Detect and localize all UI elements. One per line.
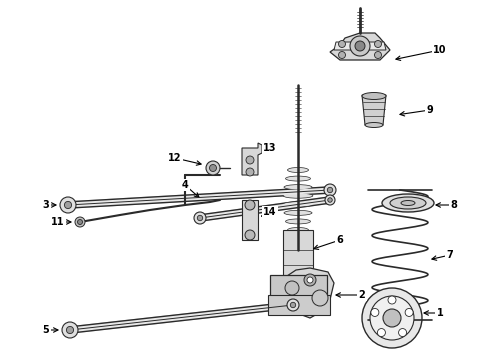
Text: 1: 1 — [437, 308, 443, 318]
Text: 11: 11 — [51, 217, 65, 227]
Circle shape — [374, 51, 382, 58]
Text: 9: 9 — [427, 105, 433, 115]
Polygon shape — [284, 268, 334, 318]
Circle shape — [398, 329, 407, 337]
Polygon shape — [270, 275, 327, 300]
Circle shape — [67, 327, 74, 334]
Circle shape — [304, 274, 316, 286]
Circle shape — [325, 195, 335, 205]
Circle shape — [388, 296, 396, 304]
Circle shape — [245, 230, 255, 240]
Circle shape — [328, 198, 332, 202]
Polygon shape — [242, 143, 262, 175]
Circle shape — [285, 281, 299, 295]
Circle shape — [60, 197, 76, 213]
Text: 2: 2 — [359, 290, 366, 300]
Circle shape — [377, 329, 386, 337]
Circle shape — [197, 215, 203, 221]
Circle shape — [371, 309, 379, 316]
Ellipse shape — [286, 176, 311, 181]
Text: 13: 13 — [263, 143, 277, 153]
Ellipse shape — [365, 122, 383, 127]
Circle shape — [339, 51, 345, 58]
Text: 5: 5 — [43, 325, 49, 335]
Ellipse shape — [288, 167, 309, 172]
Ellipse shape — [286, 219, 311, 224]
Circle shape — [210, 165, 217, 171]
Circle shape — [327, 187, 333, 193]
Circle shape — [383, 309, 401, 327]
Circle shape — [405, 309, 413, 316]
Text: 3: 3 — [43, 200, 49, 210]
Circle shape — [362, 288, 422, 348]
Ellipse shape — [283, 202, 313, 207]
Polygon shape — [242, 200, 258, 240]
Circle shape — [194, 212, 206, 224]
Circle shape — [307, 277, 313, 283]
Circle shape — [350, 36, 370, 56]
Circle shape — [287, 299, 299, 311]
Circle shape — [64, 201, 72, 208]
Ellipse shape — [284, 210, 312, 215]
Ellipse shape — [284, 185, 312, 190]
Circle shape — [77, 220, 82, 225]
Circle shape — [370, 296, 414, 340]
Polygon shape — [334, 42, 386, 50]
Ellipse shape — [362, 93, 386, 99]
Text: 6: 6 — [337, 235, 343, 245]
Polygon shape — [268, 295, 330, 315]
Text: 7: 7 — [446, 250, 453, 260]
Text: 12: 12 — [168, 153, 182, 163]
Circle shape — [206, 161, 220, 175]
Polygon shape — [362, 95, 386, 125]
Circle shape — [355, 41, 365, 51]
Ellipse shape — [390, 197, 426, 209]
Ellipse shape — [283, 193, 313, 198]
Circle shape — [324, 184, 336, 196]
Circle shape — [312, 290, 328, 306]
Circle shape — [75, 217, 85, 227]
Ellipse shape — [288, 228, 309, 233]
Text: 8: 8 — [451, 200, 458, 210]
Text: 4: 4 — [182, 180, 188, 190]
Circle shape — [374, 40, 382, 48]
Ellipse shape — [401, 201, 415, 206]
Circle shape — [246, 156, 254, 164]
Ellipse shape — [382, 194, 434, 212]
Polygon shape — [283, 230, 313, 280]
Circle shape — [245, 200, 255, 210]
Text: 14: 14 — [263, 207, 277, 217]
Circle shape — [62, 322, 78, 338]
Circle shape — [246, 168, 254, 176]
Circle shape — [339, 40, 345, 48]
Polygon shape — [330, 33, 390, 60]
Circle shape — [290, 302, 295, 308]
Text: 10: 10 — [433, 45, 447, 55]
